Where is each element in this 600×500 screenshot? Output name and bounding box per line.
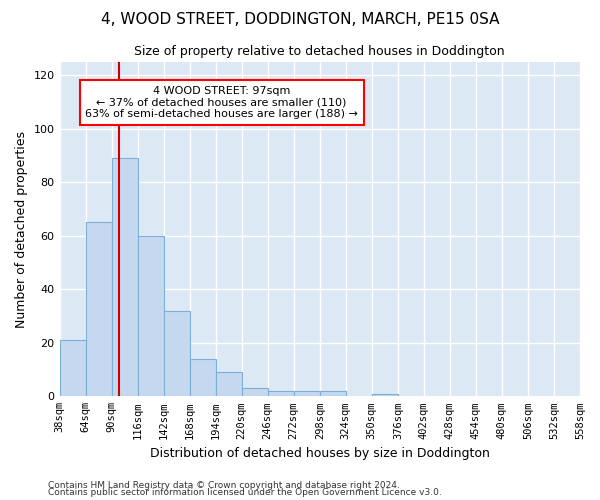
Y-axis label: Number of detached properties: Number of detached properties (15, 130, 28, 328)
Text: 4, WOOD STREET, DODDINGTON, MARCH, PE15 0SA: 4, WOOD STREET, DODDINGTON, MARCH, PE15 … (101, 12, 499, 28)
Bar (268, 391, 294, 396)
Text: Contains public sector information licensed under the Open Government Licence v3: Contains public sector information licen… (48, 488, 442, 497)
Bar (137, 236, 164, 396)
X-axis label: Distribution of detached houses by size in Doddington: Distribution of detached houses by size … (150, 447, 490, 460)
Bar (320, 391, 346, 396)
Bar (112, 158, 137, 396)
Text: Contains HM Land Registry data © Crown copyright and database right 2024.: Contains HM Land Registry data © Crown c… (48, 480, 400, 490)
Text: 4 WOOD STREET: 97sqm
← 37% of detached houses are smaller (110)
63% of semi-deta: 4 WOOD STREET: 97sqm ← 37% of detached h… (85, 86, 358, 119)
Bar (372, 394, 398, 396)
Bar (294, 391, 320, 396)
Bar (190, 359, 215, 397)
Bar (215, 372, 242, 396)
Title: Size of property relative to detached houses in Doddington: Size of property relative to detached ho… (134, 45, 505, 58)
Bar (86, 222, 112, 396)
Bar (242, 388, 268, 396)
Bar (59, 340, 86, 396)
Bar (164, 310, 190, 396)
